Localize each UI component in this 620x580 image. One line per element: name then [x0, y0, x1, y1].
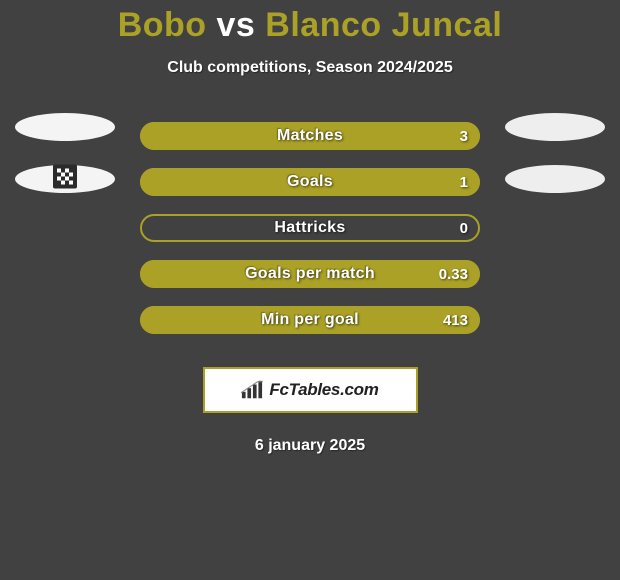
- stat-bar: Goals per match0.33: [140, 260, 480, 288]
- stat-value-right: 0: [460, 220, 468, 237]
- stat-value-right: 413: [443, 312, 468, 329]
- brand-text: FcTables.com: [269, 380, 378, 400]
- stat-row: Goals per match0.33: [0, 251, 620, 297]
- stat-label: Goals per match: [140, 265, 480, 283]
- stat-label: Hattricks: [140, 219, 480, 237]
- stat-label: Min per goal: [140, 311, 480, 329]
- stat-row: Goals1: [0, 159, 620, 205]
- stats-list: Matches3Goals1Hattricks0Goals per match0…: [0, 113, 620, 343]
- stat-label: Goals: [140, 173, 480, 191]
- title-vs: vs: [217, 6, 256, 44]
- stat-row: Matches3: [0, 113, 620, 159]
- subtitle: Club competitions, Season 2024/2025: [0, 59, 620, 77]
- stat-value-right: 0.33: [439, 266, 468, 283]
- title-player1: Bobo: [118, 6, 207, 44]
- stat-row: Min per goal413: [0, 297, 620, 343]
- page-title: Bobo vs Blanco Juncal: [0, 0, 620, 45]
- stat-bar: Matches3: [140, 122, 480, 150]
- stat-value-right: 1: [460, 174, 468, 191]
- footer-date: 6 january 2025: [0, 437, 620, 455]
- stats-area: Matches3Goals1Hattricks0Goals per match0…: [0, 113, 620, 343]
- brand-box: FcTables.com: [203, 367, 418, 413]
- stat-bar: Goals1: [140, 168, 480, 196]
- stat-value-right: 3: [460, 128, 468, 145]
- bar-chart-icon: [241, 380, 263, 400]
- stat-label: Matches: [140, 127, 480, 145]
- title-player2: Blanco Juncal: [265, 6, 502, 44]
- stat-row: Hattricks0: [0, 205, 620, 251]
- stat-bar: Min per goal413: [140, 306, 480, 334]
- stat-bar: Hattricks0: [140, 214, 480, 242]
